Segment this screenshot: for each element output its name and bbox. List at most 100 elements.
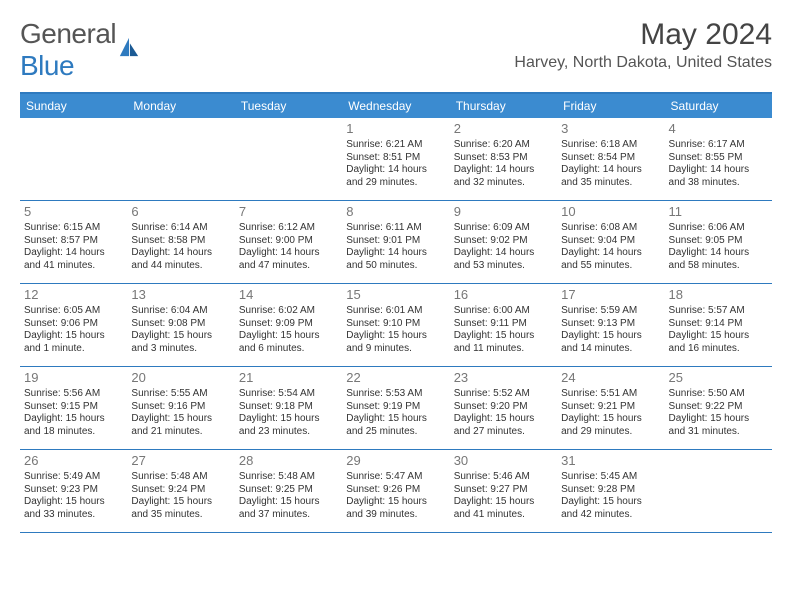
day-number: 9: [454, 204, 553, 220]
day-number: 4: [669, 121, 768, 137]
calendar-cell: 17Sunrise: 5:59 AMSunset: 9:13 PMDayligh…: [557, 284, 664, 366]
cell-line: Sunrise: 6:15 AM: [24, 222, 123, 235]
cell-line: Sunrise: 5:50 AM: [669, 388, 768, 401]
header: General Blue May 2024 Harvey, North Dako…: [20, 18, 772, 82]
day-number: 1: [346, 121, 445, 137]
calendar-cell: 13 Sunrise: 6:04 AMSunset: 9:08 PMDayligh…: [127, 284, 234, 366]
day-number: 11: [669, 204, 768, 220]
week-row: 5Sunrise: 6:15 AMSunset: 8:57 PMDaylight…: [20, 201, 772, 284]
calendar-cell: 19Sunrise: 5:56 AMSunset: 9:15 PMDayligh…: [20, 367, 127, 449]
calendar-cell: 30 Sunrise: 5:46 AMSunset: 9:27 PMDayligh…: [450, 450, 557, 532]
brand-part2: Blue: [20, 50, 74, 81]
cell-line: Sunset: 8:58 PM: [131, 235, 230, 248]
cell-line: and 53 minutes.: [454, 260, 553, 273]
cell-line: Sunset: 9:27 PM: [454, 484, 553, 497]
cell-line: Sunset: 9:20 PM: [454, 401, 553, 414]
calendar-cell: 31Sunrise: 5:45 AMSunset: 9:28 PMDayligh…: [557, 450, 664, 532]
cell-line: and 35 minutes.: [131, 509, 230, 522]
calendar-cell: 4 Sunrise: 6:17 AMSunset: 8:55 PMDaylight…: [665, 118, 772, 200]
cell-line: Sunset: 9:16 PM: [131, 401, 230, 414]
day-number: 3: [561, 121, 660, 137]
cell-line: Daylight: 15 hours: [24, 496, 123, 509]
day-header-cell: Tuesday: [235, 94, 342, 118]
day-number: 2: [454, 121, 553, 137]
cell-line: Daylight: 15 hours: [131, 330, 230, 343]
calendar-cell: 7Sunrise: 6:12 AMSunset: 9:00 PMDaylight…: [235, 201, 342, 283]
day-number: 28: [239, 453, 338, 469]
calendar-cell: [127, 118, 234, 200]
cell-line: Sunrise: 6:06 AM: [669, 222, 768, 235]
cell-line: Sunrise: 5:45 AM: [561, 471, 660, 484]
brand-text: General Blue: [20, 18, 116, 82]
cell-line: Sunset: 8:55 PM: [669, 152, 768, 165]
cell-line: and 44 minutes.: [131, 260, 230, 273]
calendar-cell: [235, 118, 342, 200]
day-number: 19: [24, 370, 123, 386]
cell-line: Sunrise: 6:04 AM: [131, 305, 230, 318]
cell-line: Daylight: 15 hours: [24, 330, 123, 343]
cell-line: Sunrise: 5:59 AM: [561, 305, 660, 318]
cell-line: Sunset: 9:25 PM: [239, 484, 338, 497]
calendar-cell: 15Sunrise: 6:01 AMSunset: 9:10 PMDayligh…: [342, 284, 449, 366]
cell-line: and 58 minutes.: [669, 260, 768, 273]
cell-line: Sunrise: 6:17 AM: [669, 139, 768, 152]
cell-line: and 31 minutes.: [669, 426, 768, 439]
cell-line: Sunrise: 5:46 AM: [454, 471, 553, 484]
cell-line: Daylight: 14 hours: [454, 164, 553, 177]
month-title: May 2024: [514, 18, 772, 52]
week-row: 1Sunrise: 6:21 AMSunset: 8:51 PMDaylight…: [20, 118, 772, 201]
calendar-cell: 18Sunrise: 5:57 AMSunset: 9:14 PMDayligh…: [665, 284, 772, 366]
cell-line: Sunrise: 6:21 AM: [346, 139, 445, 152]
cell-line: Sunrise: 6:01 AM: [346, 305, 445, 318]
cell-line: Daylight: 15 hours: [239, 496, 338, 509]
day-number: 5: [24, 204, 123, 220]
cell-line: Daylight: 14 hours: [561, 247, 660, 260]
cell-line: Daylight: 14 hours: [454, 247, 553, 260]
cell-line: Daylight: 15 hours: [131, 413, 230, 426]
calendar-cell: 22Sunrise: 5:53 AMSunset: 9:19 PMDayligh…: [342, 367, 449, 449]
day-number: 26: [24, 453, 123, 469]
day-number: 20: [131, 370, 230, 386]
day-header-cell: Monday: [127, 94, 234, 118]
cell-line: Sunset: 9:01 PM: [346, 235, 445, 248]
brand-logo: General Blue: [20, 18, 140, 82]
cell-line: and 32 minutes.: [454, 177, 553, 190]
cell-line: and 39 minutes.: [346, 509, 445, 522]
cell-line: Sunset: 8:54 PM: [561, 152, 660, 165]
cell-line: and 16 minutes.: [669, 343, 768, 356]
cell-line: and 41 minutes.: [454, 509, 553, 522]
calendar-cell: 1Sunrise: 6:21 AMSunset: 8:51 PMDaylight…: [342, 118, 449, 200]
day-header-cell: Friday: [557, 94, 664, 118]
day-number: 30: [454, 453, 553, 469]
cell-line: and 50 minutes.: [346, 260, 445, 273]
cell-line: and 41 minutes.: [24, 260, 123, 273]
calendar-cell: 23Sunrise: 5:52 AMSunset: 9:20 PMDayligh…: [450, 367, 557, 449]
cell-line: Sunrise: 5:49 AM: [24, 471, 123, 484]
cell-line: Sunrise: 5:53 AM: [346, 388, 445, 401]
calendar-cell: 11Sunrise: 6:06 AMSunset: 9:05 PMDayligh…: [665, 201, 772, 283]
cell-line: and 37 minutes.: [239, 509, 338, 522]
cell-line: and 1 minute.: [24, 343, 123, 356]
cell-line: Sunrise: 6:18 AM: [561, 139, 660, 152]
calendar-cell: 26Sunrise: 5:49 AMSunset: 9:23 PMDayligh…: [20, 450, 127, 532]
cell-line: Sunrise: 6:09 AM: [454, 222, 553, 235]
cell-line: Daylight: 14 hours: [669, 164, 768, 177]
cell-line: and 23 minutes.: [239, 426, 338, 439]
cell-line: Sunset: 9:08 PM: [131, 318, 230, 331]
cell-line: Daylight: 15 hours: [454, 496, 553, 509]
week-row: 12Sunrise: 6:05 AMSunset: 9:06 PMDayligh…: [20, 284, 772, 367]
cell-line: Sunrise: 5:57 AM: [669, 305, 768, 318]
calendar-cell: 3Sunrise: 6:18 AMSunset: 8:54 PMDaylight…: [557, 118, 664, 200]
calendar-cell: 29Sunrise: 5:47 AMSunset: 9:26 PMDayligh…: [342, 450, 449, 532]
cell-line: Daylight: 14 hours: [346, 164, 445, 177]
day-number: 13: [131, 287, 230, 303]
cell-line: Sunset: 9:10 PM: [346, 318, 445, 331]
cell-line: Sunrise: 6:05 AM: [24, 305, 123, 318]
cell-line: Daylight: 15 hours: [561, 413, 660, 426]
cell-line: and 47 minutes.: [239, 260, 338, 273]
cell-line: Daylight: 15 hours: [346, 330, 445, 343]
cell-line: Sunset: 9:19 PM: [346, 401, 445, 414]
cell-line: Daylight: 15 hours: [24, 413, 123, 426]
cell-line: Sunrise: 6:20 AM: [454, 139, 553, 152]
cell-line: Daylight: 14 hours: [131, 247, 230, 260]
